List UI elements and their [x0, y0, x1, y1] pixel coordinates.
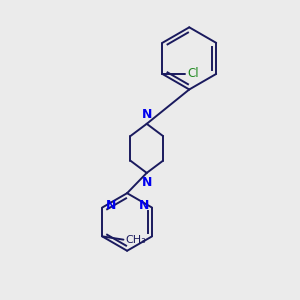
Text: N: N [142, 108, 152, 121]
Text: N: N [142, 176, 152, 188]
Text: N: N [138, 200, 149, 212]
Text: Cl: Cl [188, 68, 199, 80]
Text: CH₃: CH₃ [126, 235, 146, 244]
Text: N: N [105, 200, 116, 212]
